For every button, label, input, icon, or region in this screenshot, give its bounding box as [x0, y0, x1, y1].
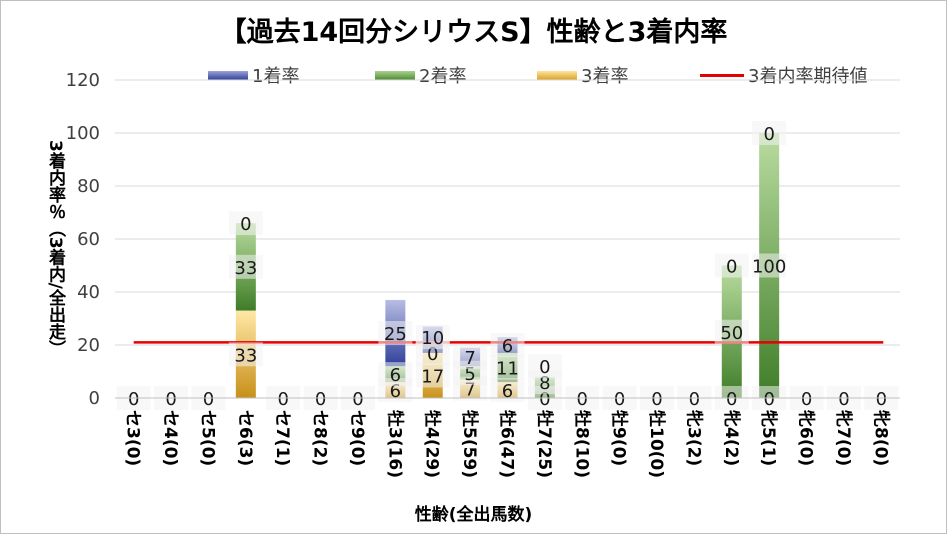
data-label-bg	[228, 342, 263, 367]
y-tick-label: 120	[66, 70, 100, 91]
data-label-bg	[378, 362, 413, 387]
data-label: 17	[421, 366, 444, 387]
data-label: 0	[689, 389, 700, 410]
data-label-bg	[714, 253, 749, 278]
data-label: 0	[876, 389, 887, 410]
x-tick-label: 牝7(0)	[833, 410, 854, 466]
data-label: 0	[315, 389, 326, 410]
x-tick-label: 牝8(0)	[870, 410, 891, 466]
data-label-bg	[453, 344, 488, 369]
data-label: 0	[240, 214, 251, 235]
data-label-bg	[228, 211, 263, 236]
data-label: 6	[502, 381, 513, 402]
data-label: 11	[496, 359, 519, 380]
y-tick-label: 80	[77, 176, 100, 197]
x-tick-label: 牡4(29)	[422, 410, 443, 478]
data-label: 0	[128, 389, 139, 410]
x-tick-label: 牡6(47)	[497, 410, 518, 478]
data-label-bg	[228, 254, 263, 279]
data-label: 100	[752, 257, 786, 278]
x-tick-label: 牡9(0)	[609, 410, 630, 466]
x-tick-label: 牡7(25)	[534, 410, 555, 478]
legend-label-second: 2着率	[419, 66, 467, 87]
data-label: 50	[720, 323, 743, 344]
data-label-bg	[527, 354, 562, 379]
data-label: 0	[801, 389, 812, 410]
data-label: 0	[203, 389, 214, 410]
legend-line-expected	[700, 73, 744, 77]
data-label: 33	[234, 258, 257, 279]
x-tick-label: 牡3(16)	[384, 410, 405, 478]
legend-item-first: 1着率	[208, 64, 300, 87]
data-label-bg	[415, 325, 450, 350]
x-tick-label: セ4(0)	[160, 410, 180, 466]
x-tick-label: 牡8(10)	[571, 410, 592, 478]
data-label: 0	[763, 389, 774, 410]
data-label: 0	[726, 389, 737, 410]
y-tick-label: 60	[77, 229, 100, 250]
data-label: 0	[614, 389, 625, 410]
data-label: 7	[464, 380, 475, 401]
x-axis-label: 性齢(全出馬数)	[414, 505, 533, 525]
chart-title: 【過去14回分シリウスS】性齢と3着内率	[219, 17, 728, 48]
data-label-bg	[490, 355, 525, 380]
x-tick-label: セ6(3)	[235, 410, 255, 466]
legend-label-expected: 3着内率期待値	[748, 66, 868, 87]
x-tick-label: セ3(0)	[123, 410, 143, 466]
data-label: 8	[539, 373, 550, 394]
data-label: 0	[838, 389, 849, 410]
data-label: 5	[464, 364, 475, 385]
data-label-bg	[752, 121, 787, 145]
data-label-bg	[752, 253, 787, 278]
data-label-bg	[490, 333, 525, 357]
x-tick-label: 牝4(2)	[721, 410, 742, 466]
legend-item-second: 2着率	[375, 64, 467, 87]
data-label: 0	[726, 257, 737, 278]
data-label: 25	[384, 324, 407, 345]
x-tick-label: 牝3(2)	[683, 410, 704, 466]
data-label: 10	[421, 328, 444, 349]
data-label: 6	[390, 381, 401, 402]
data-label: 0	[651, 389, 662, 410]
legend-swatch-first	[208, 70, 248, 80]
data-label-bg	[415, 363, 450, 388]
legend-item-expected: 3着内率期待値	[700, 64, 868, 87]
data-label: 0	[577, 389, 588, 410]
x-tick-label: セ9(0)	[347, 410, 367, 466]
y-tick-label: 100	[66, 123, 100, 144]
x-tick-label: セ5(0)	[197, 410, 217, 466]
y-tick-label: 20	[77, 335, 100, 356]
x-tick-label: 牝5(1)	[758, 410, 779, 466]
legend-label-third: 3着率	[581, 66, 629, 87]
data-label: 0	[427, 344, 438, 365]
data-label: 0	[539, 389, 550, 410]
data-label: 33	[234, 345, 257, 366]
data-label: 0	[277, 389, 288, 410]
chart-legend: 1着率 2着率 3着率 3着内率期待値	[0, 64, 947, 87]
data-label: 0	[763, 124, 774, 145]
legend-swatch-second	[375, 70, 415, 80]
y-axis-label: 3着内率％（3着内/全出走）	[45, 140, 65, 357]
data-label: 0	[165, 389, 176, 410]
legend-label-first: 1着率	[252, 66, 300, 87]
data-label: 6	[390, 365, 401, 386]
data-label: 7	[464, 348, 475, 369]
data-label: 0	[539, 357, 550, 378]
legend-swatch-third	[537, 70, 577, 80]
x-tick-label: セ8(2)	[310, 410, 330, 466]
x-tick-label: 牝6(0)	[796, 410, 817, 466]
x-tick-label: 牡10(0)	[646, 410, 667, 478]
data-label-bg	[378, 321, 413, 346]
data-label: 6	[502, 336, 513, 357]
data-label-bg	[714, 319, 749, 344]
legend-item-third: 3着率	[537, 64, 629, 87]
x-tick-label: セ7(1)	[272, 410, 292, 466]
y-tick-label: 0	[89, 388, 100, 409]
x-tick-label: 牡5(59)	[459, 410, 480, 478]
data-label: 0	[352, 389, 363, 410]
y-tick-label: 40	[77, 282, 100, 303]
